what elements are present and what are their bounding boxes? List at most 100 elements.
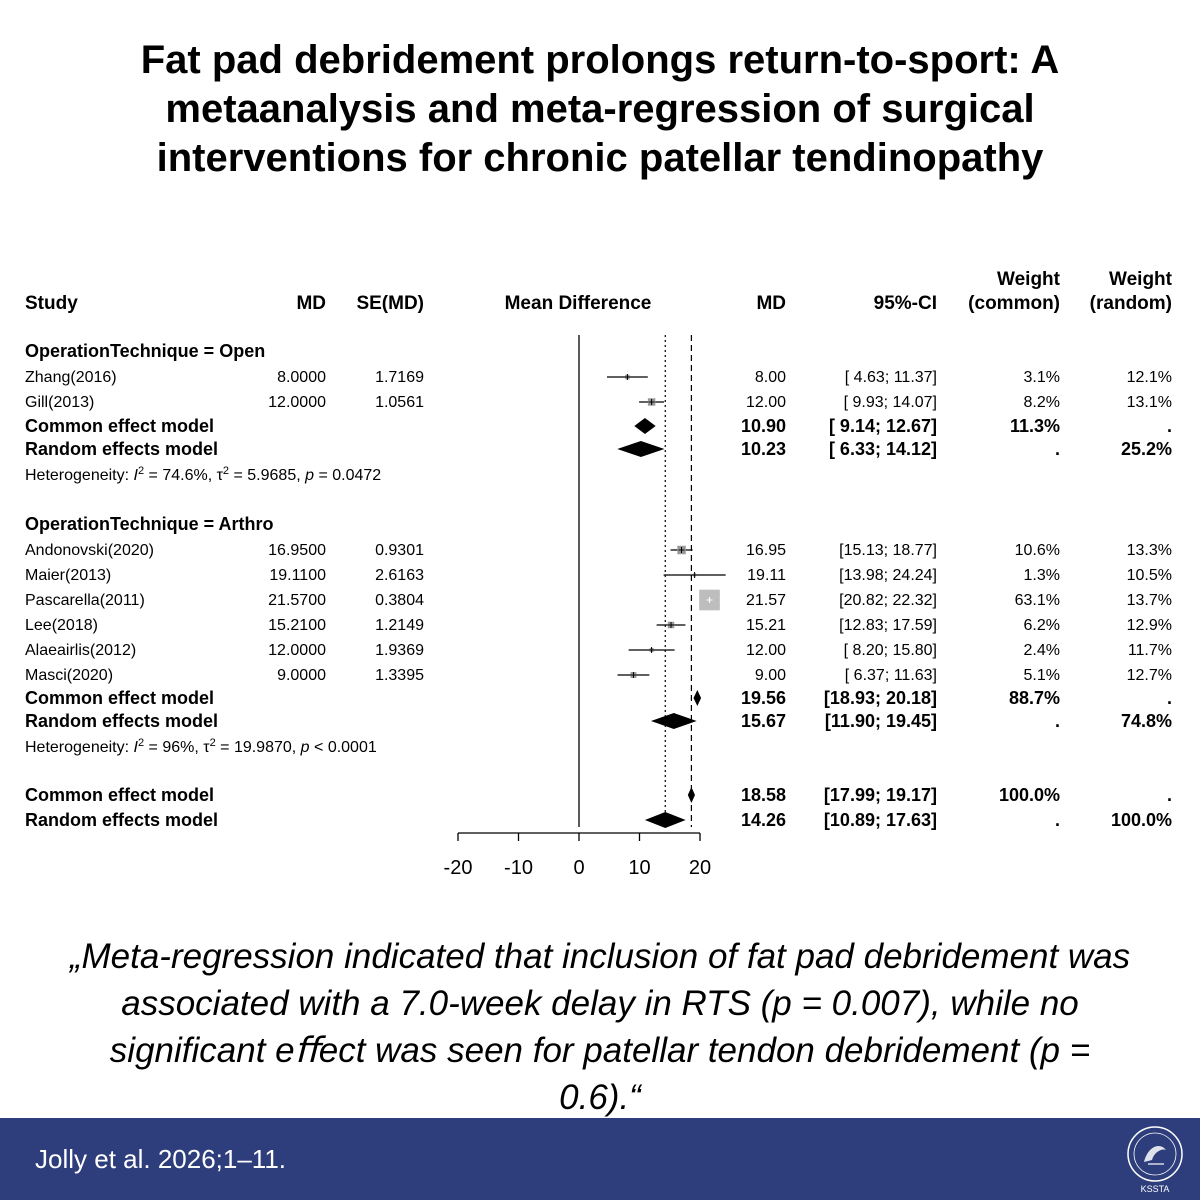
study-1-weight-common: 8.2% (1024, 394, 1060, 411)
header-md-ci: MD (756, 293, 786, 314)
study-3-md-raw: 19.1100 (269, 567, 326, 584)
quote-line-2: associated with a 7.0-week delay in RTS … (121, 984, 1079, 1023)
title-line-3: interventions for chronic patellar tendi… (156, 136, 1044, 180)
study-3-md: 19.11 (747, 567, 786, 584)
study-4-se: 0.3804 (375, 592, 424, 609)
group-1-random-label: Random effects model (25, 711, 218, 731)
study-0-ci: [ 4.63; 11.37] (845, 369, 937, 386)
group-1-common-ci: [18.93; 20.18] (824, 688, 937, 708)
header-weight-common-sub: (common) (968, 293, 1060, 314)
study-4-weight-common: 63.1% (1015, 592, 1060, 609)
footer-bar: Jolly et al. 2026;1–11. KSSTA (0, 1118, 1200, 1200)
study-7-md: 9.00 (755, 667, 786, 684)
study-0-md: 8.00 (755, 369, 786, 386)
study-4-ci: [20.82; 22.32] (839, 592, 937, 609)
header-weight-random: Weight (1109, 269, 1173, 290)
study-6-md: 12.00 (746, 642, 786, 659)
kssta-logo-icon: KSSTA (1127, 1126, 1183, 1194)
group-0-random-weight-common: . (1055, 439, 1060, 459)
study-2-weight-common: 10.6% (1015, 542, 1060, 559)
study-5-weight-common: 6.2% (1024, 617, 1060, 634)
overall-common-ci: [17.99; 19.17] (824, 785, 937, 805)
study-1-se: 1.0561 (375, 394, 424, 411)
study-1-weight-random: 13.1% (1127, 394, 1172, 411)
group-1-random-diamond (650, 713, 697, 729)
study-4-md: 21.57 (746, 592, 786, 609)
study-1-md: 12.00 (746, 394, 786, 411)
study-2-md-raw: 16.9500 (268, 542, 326, 559)
study-4-weight-random: 13.7% (1127, 592, 1172, 609)
group-0-common-md: 10.90 (741, 416, 786, 436)
study-5-se: 1.2149 (375, 617, 424, 634)
overall-common-diamond (687, 787, 695, 803)
quote-line-4: 0.6).“ (559, 1078, 641, 1117)
study-5-weight-random: 12.9% (1127, 617, 1172, 634)
x-tick-label-1: -10 (504, 857, 533, 879)
group-1-random-md: 15.67 (741, 711, 786, 731)
group-1-random-ci: [11.90; 19.45] (825, 711, 937, 731)
title-line-2: metaanalysis and meta-regression of surg… (165, 87, 1035, 131)
study-2-weight-random: 13.3% (1127, 542, 1172, 559)
header-study: Study (25, 293, 78, 314)
group-1-random-weight-random: 74.8% (1121, 711, 1172, 731)
overall-random-ci: [10.89; 17.63] (824, 810, 937, 830)
study-6-name: Alaeairlis(2012) (25, 642, 136, 659)
group-0-common-weight-random: . (1167, 416, 1172, 436)
quote-text: „Meta-regression indicated that inclusio… (20, 933, 1180, 1121)
group-0-random-diamond (617, 441, 665, 457)
group-0-common-ci: [ 9.14; 12.67] (829, 416, 937, 436)
overall-common-weight-random: . (1167, 785, 1172, 805)
quote-line-3: significant eﬀect was seen for patellar … (109, 1031, 1091, 1070)
study-2-se: 0.9301 (375, 542, 424, 559)
study-0-weight-common: 3.1% (1024, 369, 1060, 386)
study-0-se: 1.7169 (375, 369, 424, 386)
study-7-name: Masci(2020) (25, 667, 113, 684)
header-weight-random-sub: (random) (1090, 293, 1172, 314)
group-1-common-weight-common: 88.7% (1009, 688, 1060, 708)
page-title: Fat pad debridement prolongs return-to-s… (40, 36, 1160, 183)
study-4-name: Pascarella(2011) (25, 592, 145, 609)
study-5-ci: [12.83; 17.59] (839, 617, 937, 634)
forest-plot: Study MD SE(MD) Mean Difference MD 95%-CI Weig… (25, 269, 1173, 879)
study-3-weight-common: 1.3% (1024, 567, 1060, 584)
x-tick-label-0: -20 (444, 857, 473, 879)
group-1-label: OperationTechnique = Arthro (25, 514, 274, 534)
x-tick-label-2: 0 (573, 857, 584, 879)
study-0-name: Zhang(2016) (25, 369, 117, 386)
group-0-random-label: Random effects model (25, 439, 218, 459)
overall-random-label: Random effects model (25, 810, 218, 830)
group-1-random-weight-common: . (1055, 711, 1060, 731)
overall-random-md: 14.26 (741, 810, 786, 830)
group-1-common-diamond (693, 690, 702, 706)
logo-text: KSSTA (1141, 1184, 1170, 1194)
study-3-weight-random: 10.5% (1127, 567, 1172, 584)
overall-random-weight-common: . (1055, 810, 1060, 830)
group-0-common-weight-common: 11.3% (1010, 416, 1060, 436)
group-1-common-md: 19.56 (741, 688, 786, 708)
study-2-ci: [15.13; 18.77] (839, 542, 937, 559)
header-ci: 95%-CI (874, 293, 937, 314)
study-7-weight-common: 5.1% (1024, 667, 1060, 684)
study-6-se: 1.9369 (375, 642, 424, 659)
study-1-name: Gill(2013) (25, 394, 94, 411)
header-mean-difference: Mean Difference (505, 293, 652, 314)
group-1-common-label: Common effect model (25, 688, 214, 708)
study-7-se: 1.3395 (375, 667, 424, 684)
study-3-se: 2.6163 (375, 567, 424, 584)
study-7-weight-random: 12.7% (1127, 667, 1172, 684)
group-0-common-label: Common effect model (25, 416, 214, 436)
study-2-md: 16.95 (746, 542, 786, 559)
group-0-heterogeneity: Heterogeneity: I2 = 74.6%, τ2 = 5.9685, … (25, 465, 381, 484)
header-md: MD (296, 293, 326, 314)
study-7-md-raw: 9.0000 (277, 667, 326, 684)
overall-common-md: 18.58 (741, 785, 786, 805)
study-5-md-raw: 15.2100 (268, 617, 326, 634)
overall-common-label: Common effect model (25, 785, 214, 805)
study-5-name: Lee(2018) (25, 617, 98, 634)
header-se: SE(MD) (356, 293, 424, 314)
study-6-weight-random: 11.7% (1128, 642, 1172, 659)
study-4-md-raw: 21.5700 (268, 592, 326, 609)
x-tick-label-4: 20 (689, 857, 711, 879)
group-0-random-md: 10.23 (741, 439, 786, 459)
title-line-1: Fat pad debridement prolongs return-to-s… (140, 38, 1060, 82)
